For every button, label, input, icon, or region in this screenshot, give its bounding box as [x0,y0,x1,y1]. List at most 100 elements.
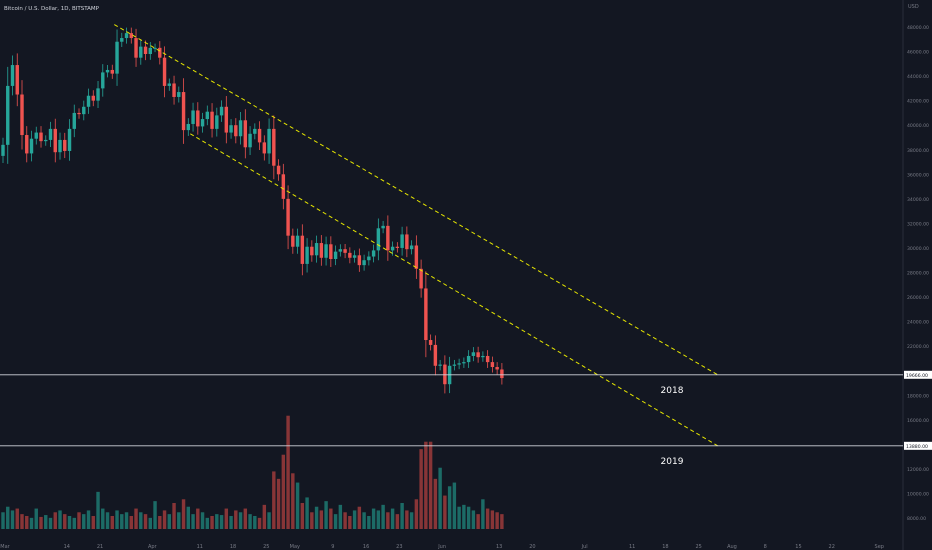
volume-bar [362,512,366,529]
candle-body [495,367,499,370]
volume-bar [191,514,195,529]
volume-bar [291,473,295,529]
level-price-label: 13880.00 [906,444,928,450]
y-tick-label: 26000.00 [907,295,929,301]
candle-body [291,235,295,247]
volume-bar [390,508,395,529]
volume-bar [386,512,390,529]
volume-bar [158,516,162,529]
y-tick-label: 28000.00 [907,271,929,277]
volume-bar [457,506,461,529]
volume-bar [243,508,248,529]
volume-bar [215,514,219,529]
candle-body [262,142,267,154]
candle-body [500,369,504,379]
x-tick-label: 21 [97,544,103,550]
volume-bar [400,503,404,529]
candle-body [471,352,476,356]
volume-bar [39,516,43,529]
y-tick-label: 36000.00 [907,172,929,178]
candle-body [300,235,305,264]
volume-bar [219,515,224,529]
volume-bar [438,467,442,529]
candle-body [357,255,362,266]
candle-body [400,234,404,248]
y-axis: 48000.00 46000.00 44000.00 42000.00 40000.00… [907,25,929,522]
y-tick-label: 10000.00 [907,491,929,497]
volume-bar [338,504,343,529]
candle-body [424,288,428,341]
volume-bar [205,517,210,529]
volume-bar [53,512,57,529]
volume-bar [91,516,95,529]
volume-bar [82,514,86,529]
volume-bar [319,510,324,529]
volume-bar [300,503,305,529]
volume-bar [443,495,447,529]
candle-body [129,33,133,39]
candle-body [362,260,366,266]
candle-body [158,47,162,58]
candle-body [276,165,281,175]
volume-bar [352,510,357,529]
trendline[interactable] [114,24,718,376]
candle-body [272,128,276,166]
candle-body [124,33,129,39]
volume-bar [447,486,452,529]
candle-body [481,355,485,358]
volume-bar [286,415,290,529]
x-tick-label: 11 [197,544,203,550]
volume-bar [29,517,34,529]
y-tick-label: 16000.00 [907,418,929,424]
volume-bar [490,510,495,529]
candle-body [314,243,319,256]
candle-body [476,352,480,358]
candle-body [248,133,252,148]
x-tick-label: Aug [727,544,737,550]
candle-body [72,112,76,129]
candle-body [438,364,442,366]
candle-body [210,111,214,129]
volume-bar [139,512,143,529]
volume-bar [72,517,76,529]
candle-body [238,120,243,137]
candle-body [6,85,10,145]
candle-body [329,244,333,259]
candle-body [433,344,438,366]
volume-bar [409,512,414,529]
x-tick-label: May [290,544,300,550]
candle-body [338,249,343,252]
candle-body [257,128,262,143]
candle-body [253,128,257,134]
x-tick-label: 20 [529,544,535,550]
volume-bar [295,482,300,529]
candle-body [462,362,466,364]
volume-bar [210,516,214,529]
candle-body [419,268,423,289]
volume-bar [6,506,10,529]
volume-bar [229,516,233,529]
candle-body [243,120,248,148]
x-tick-label: Sep [875,544,884,550]
x-tick-label: 9 [331,544,334,550]
volume-bar [371,508,376,529]
volume-bar [96,491,100,529]
volume-bar [238,512,243,529]
candle-body [186,123,191,131]
volume-bar [348,516,352,529]
candle-body [371,250,376,257]
candle-body [115,41,119,74]
x-tick-label: 15 [795,544,801,550]
candle-body [77,112,81,115]
volume-bar [281,454,286,529]
volume-bar [67,516,72,529]
candle-body [148,47,153,55]
candle-body [485,355,490,363]
volume-bar [452,482,457,529]
y-tick-label: 46000.00 [907,50,929,56]
candle-body [181,92,186,131]
volume-bar [262,504,267,529]
volume-bar [433,478,438,529]
